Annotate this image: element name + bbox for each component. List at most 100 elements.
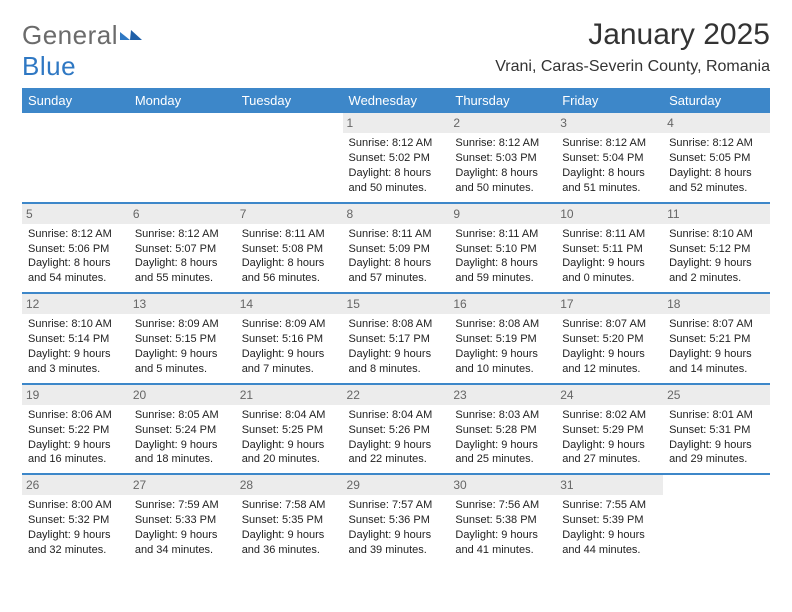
- daylight-line: Daylight: 9 hours and 10 minutes.: [455, 347, 550, 377]
- weekday-header: Wednesday: [343, 88, 450, 113]
- sunset-line: Sunset: 5:12 PM: [669, 242, 764, 257]
- day-number: 21: [236, 385, 343, 405]
- calendar-cell: 30Sunrise: 7:56 AMSunset: 5:38 PMDayligh…: [449, 473, 556, 564]
- calendar-cell: 27Sunrise: 7:59 AMSunset: 5:33 PMDayligh…: [129, 473, 236, 564]
- calendar-cell: 23Sunrise: 8:03 AMSunset: 5:28 PMDayligh…: [449, 383, 556, 474]
- weekday-row: SundayMondayTuesdayWednesdayThursdayFrid…: [22, 88, 770, 113]
- sunrise-line: Sunrise: 8:01 AM: [669, 408, 764, 423]
- sunrise-line: Sunrise: 8:08 AM: [455, 317, 550, 332]
- daylight-line: Daylight: 8 hours and 57 minutes.: [349, 256, 444, 286]
- sunrise-line: Sunrise: 8:12 AM: [349, 136, 444, 151]
- calendar-row: 1Sunrise: 8:12 AMSunset: 5:02 PMDaylight…: [22, 113, 770, 202]
- calendar-cell: 11 Sunrise: 8:10 AMSunset: 5:12 PMDayligh…: [663, 202, 770, 293]
- sunset-line: Sunset: 5:29 PM: [562, 423, 657, 438]
- weekday-header: Tuesday: [236, 88, 343, 113]
- sunrise-line: Sunrise: 7:55 AM: [562, 498, 657, 513]
- day-number: 9: [449, 204, 556, 224]
- sunrise-line: Sunrise: 8:02 AM: [562, 408, 657, 423]
- calendar-cell: 25Sunrise: 8:01 AMSunset: 5:31 PMDayligh…: [663, 383, 770, 474]
- day-number: 25: [663, 385, 770, 405]
- sunrise-line: Sunrise: 8:09 AM: [242, 317, 337, 332]
- logo-word-general: General: [22, 20, 118, 50]
- calendar-cell: 28Sunrise: 7:58 AMSunset: 5:35 PMDayligh…: [236, 473, 343, 564]
- calendar-cell: 6Sunrise: 8:12 AMSunset: 5:07 PMDaylight…: [129, 202, 236, 293]
- sunrise-line: Sunrise: 7:59 AM: [135, 498, 230, 513]
- day-number: 11: [663, 204, 770, 224]
- sunset-line: Sunset: 5:32 PM: [28, 513, 123, 528]
- daylight-line: Daylight: 8 hours and 51 minutes.: [562, 166, 657, 196]
- daylight-line: Daylight: 8 hours and 50 minutes.: [455, 166, 550, 196]
- calendar-cell: 4Sunrise: 8:12 AMSunset: 5:05 PMDaylight…: [663, 113, 770, 202]
- sunrise-line: Sunrise: 8:07 AM: [669, 317, 764, 332]
- calendar-cell-empty: [129, 113, 236, 202]
- daylight-line: Daylight: 9 hours and 2 minutes.: [669, 256, 764, 286]
- daylight-line: Daylight: 9 hours and 29 minutes.: [669, 438, 764, 468]
- sunrise-line: Sunrise: 8:10 AM: [669, 227, 764, 242]
- calendar-cell: 29Sunrise: 7:57 AMSunset: 5:36 PMDayligh…: [343, 473, 450, 564]
- calendar-row: 26Sunrise: 8:00 AMSunset: 5:32 PMDayligh…: [22, 473, 770, 564]
- sunset-line: Sunset: 5:21 PM: [669, 332, 764, 347]
- calendar-cell: 8Sunrise: 8:11 AMSunset: 5:09 PMDaylight…: [343, 202, 450, 293]
- day-number: 23: [449, 385, 556, 405]
- calendar-row: 12Sunrise: 8:10 AMSunset: 5:14 PMDayligh…: [22, 292, 770, 383]
- day-number: 2: [449, 113, 556, 133]
- sunrise-line: Sunrise: 8:03 AM: [455, 408, 550, 423]
- daylight-line: Daylight: 8 hours and 59 minutes.: [455, 256, 550, 286]
- day-number: 20: [129, 385, 236, 405]
- calendar-cell: 9Sunrise: 8:11 AMSunset: 5:10 PMDaylight…: [449, 202, 556, 293]
- calendar-row: 5Sunrise: 8:12 AMSunset: 5:06 PMDaylight…: [22, 202, 770, 293]
- calendar-cell: 22 Sunrise: 8:04 AMSunset: 5:26 PMDayligh…: [343, 383, 450, 474]
- sunset-line: Sunset: 5:20 PM: [562, 332, 657, 347]
- daylight-line: Daylight: 9 hours and 20 minutes.: [242, 438, 337, 468]
- sunset-line: Sunset: 5:24 PM: [135, 423, 230, 438]
- daylight-line: Daylight: 9 hours and 41 minutes.: [455, 528, 550, 558]
- calendar-cell: 31Sunrise: 7:55 AMSunset: 5:39 PMDayligh…: [556, 473, 663, 564]
- daylight-line: Daylight: 9 hours and 18 minutes.: [135, 438, 230, 468]
- day-number: 12: [22, 294, 129, 314]
- calendar-cell: 26Sunrise: 8:00 AMSunset: 5:32 PMDayligh…: [22, 473, 129, 564]
- calendar-cell: 16Sunrise: 8:08 AMSunset: 5:19 PMDayligh…: [449, 292, 556, 383]
- calendar-cell: 7Sunrise: 8:11 AMSunset: 5:08 PMDaylight…: [236, 202, 343, 293]
- sunrise-line: Sunrise: 8:00 AM: [28, 498, 123, 513]
- day-number: 22: [343, 385, 450, 405]
- sunrise-line: Sunrise: 8:12 AM: [455, 136, 550, 151]
- daylight-line: Daylight: 9 hours and 34 minutes.: [135, 528, 230, 558]
- calendar-cell: 17Sunrise: 8:07 AMSunset: 5:20 PMDayligh…: [556, 292, 663, 383]
- day-number: 18: [663, 294, 770, 314]
- sunrise-line: Sunrise: 8:04 AM: [349, 408, 444, 423]
- sunset-line: Sunset: 5:11 PM: [562, 242, 657, 257]
- daylight-line: Daylight: 9 hours and 22 minutes.: [349, 438, 444, 468]
- day-number: 6: [129, 204, 236, 224]
- daylight-line: Daylight: 9 hours and 32 minutes.: [28, 528, 123, 558]
- calendar-row: 19Sunrise: 8:06 AMSunset: 5:22 PMDayligh…: [22, 383, 770, 474]
- calendar-cell: 3Sunrise: 8:12 AMSunset: 5:04 PMDaylight…: [556, 113, 663, 202]
- daylight-line: Daylight: 9 hours and 8 minutes.: [349, 347, 444, 377]
- day-number: 15: [343, 294, 450, 314]
- sunset-line: Sunset: 5:14 PM: [28, 332, 123, 347]
- day-number: 4: [663, 113, 770, 133]
- sunset-line: Sunset: 5:10 PM: [455, 242, 550, 257]
- daylight-line: Daylight: 9 hours and 0 minutes.: [562, 256, 657, 286]
- sunset-line: Sunset: 5:39 PM: [562, 513, 657, 528]
- daylight-line: Daylight: 8 hours and 55 minutes.: [135, 256, 230, 286]
- sunset-line: Sunset: 5:06 PM: [28, 242, 123, 257]
- sunrise-line: Sunrise: 7:56 AM: [455, 498, 550, 513]
- weekday-header: Saturday: [663, 88, 770, 113]
- calendar-cell: 5Sunrise: 8:12 AMSunset: 5:06 PMDaylight…: [22, 202, 129, 293]
- daylight-line: Daylight: 9 hours and 12 minutes.: [562, 347, 657, 377]
- day-number: 13: [129, 294, 236, 314]
- day-number: 8: [343, 204, 450, 224]
- calendar-head: SundayMondayTuesdayWednesdayThursdayFrid…: [22, 88, 770, 113]
- sunset-line: Sunset: 5:22 PM: [28, 423, 123, 438]
- page-title: January 2025: [495, 18, 770, 52]
- calendar-cell: 15Sunrise: 8:08 AMSunset: 5:17 PMDayligh…: [343, 292, 450, 383]
- sunset-line: Sunset: 5:16 PM: [242, 332, 337, 347]
- daylight-line: Daylight: 9 hours and 44 minutes.: [562, 528, 657, 558]
- sunset-line: Sunset: 5:26 PM: [349, 423, 444, 438]
- logo-word-blue: Blue: [22, 51, 76, 81]
- calendar-cell: 20 Sunrise: 8:05 AMSunset: 5:24 PMDayligh…: [129, 383, 236, 474]
- calendar-page: General Blue January 2025 Vrani, Caras-S…: [0, 0, 792, 574]
- sunrise-line: Sunrise: 8:05 AM: [135, 408, 230, 423]
- sunset-line: Sunset: 5:03 PM: [455, 151, 550, 166]
- daylight-line: Daylight: 9 hours and 16 minutes.: [28, 438, 123, 468]
